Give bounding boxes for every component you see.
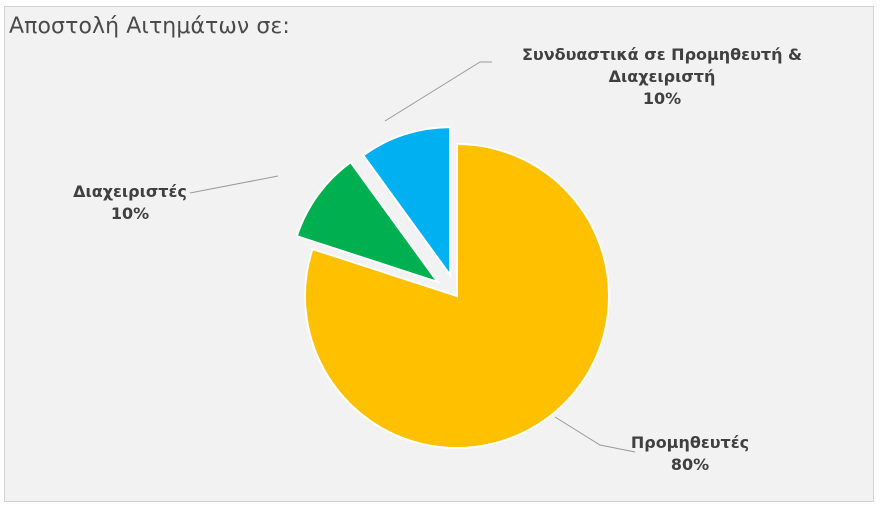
leader-line-promitheftes	[554, 416, 636, 453]
slice-label-text: Διαχειριστές	[73, 182, 187, 201]
leader-line-diacheiristes	[189, 175, 279, 194]
slice-syndyastika	[361, 126, 452, 279]
slice-label-promitheftes: Προμηθευτές 80%	[600, 432, 780, 476]
slice-percent: 10%	[110, 204, 150, 223]
slice-promitheftes	[304, 142, 610, 449]
slice-label-text: Προμηθευτές	[630, 433, 750, 452]
chart-title: Αποστολή Αιτημάτων σε:	[9, 14, 290, 39]
slice-diacheiristes	[295, 160, 441, 284]
slice-percent: 10%	[642, 89, 682, 108]
slice-label-text: Συνδυαστικά σε Προμηθευτή & Διαχειριστή	[521, 45, 803, 86]
slice-percent: 80%	[670, 455, 710, 474]
slice-label-syndyastika: Συνδυαστικά σε Προμηθευτή & Διαχειριστή …	[497, 44, 827, 110]
slice-label-diacheiristes: Διαχειριστές 10%	[50, 181, 210, 225]
leader-line-syndyastika	[384, 61, 492, 122]
